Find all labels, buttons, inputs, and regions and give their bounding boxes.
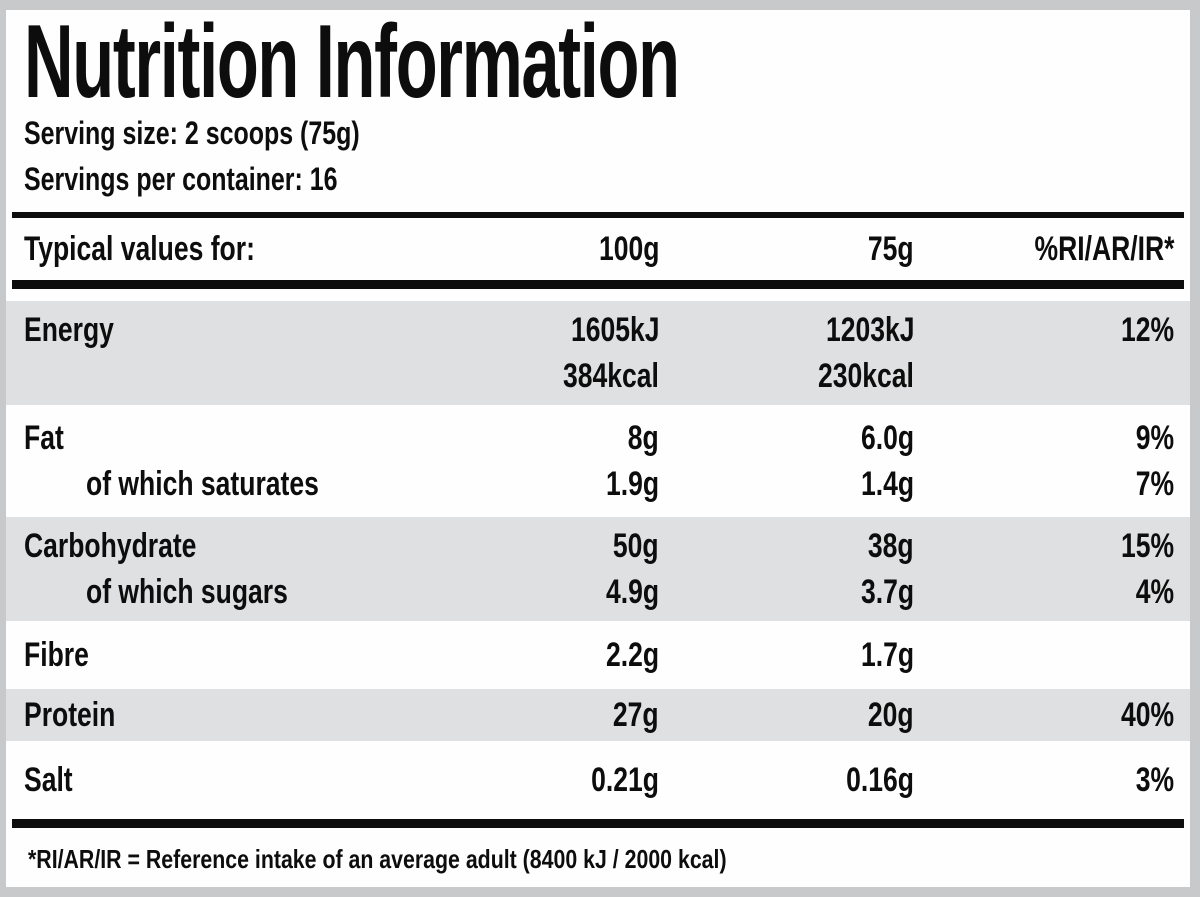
cell-ri: 12% [1120, 311, 1174, 349]
energy-75g-kcal: 230kcal [818, 357, 914, 395]
cell-ri [914, 632, 1174, 678]
serving-info: Serving size: 2 scoops (75g) Servings pe… [24, 110, 1190, 202]
cell-100g: 1605kJ 384kcal [449, 307, 659, 399]
cell-ri: 3% [1135, 761, 1174, 799]
energy-75g-kj: 1203kJ [825, 311, 914, 349]
cell-label: Carbohydrate [24, 527, 197, 565]
section-fibre: Fibre 2.2g 1.7g [6, 621, 1190, 689]
page-title-text: Nutrition Information [24, 10, 680, 120]
row-protein: Protein 27g 20g 40% [6, 692, 1190, 738]
page-title: Nutrition Information [24, 10, 1190, 120]
cell-100g: 4.9g [605, 573, 659, 611]
section-salt: Salt 0.21g 0.16g 3% [6, 741, 1190, 819]
reference-intake-footnote: *RI/AR/IR = Reference intake of an avera… [28, 844, 727, 874]
column-header-75g: 75g [868, 230, 914, 268]
cell-75g: 1.7g [860, 636, 914, 674]
cell-label: Salt [24, 761, 73, 799]
rule-below-header [12, 280, 1184, 289]
cell-ri: 15% [1120, 527, 1174, 565]
cell-75g: 6.0g [860, 419, 914, 457]
cell-100g: 1.9g [605, 465, 659, 503]
row-salt: Salt 0.21g 0.16g 3% [6, 757, 1190, 803]
cell-75g: 20g [868, 696, 914, 734]
cell-ri: 4% [1135, 573, 1174, 611]
table-header-row: Typical values for: 100g 75g %RI/AR/IR* [6, 218, 1190, 280]
row-fat: Fat 8g 6.0g 9% [6, 415, 1190, 461]
rule-above-header [12, 212, 1184, 218]
rule-above-footnote [12, 819, 1184, 828]
section-fat: Fat 8g 6.0g 9% of which saturates 1.9g 1… [6, 405, 1190, 517]
cell-75g: 1.4g [860, 465, 914, 503]
row-carbohydrate: Carbohydrate 50g 38g 15% [6, 523, 1190, 569]
cell-ri: 7% [1135, 465, 1174, 503]
cell-label: Protein [24, 696, 116, 734]
row-fibre: Fibre 2.2g 1.7g [6, 632, 1190, 678]
cell-ri: 9% [1135, 419, 1174, 457]
cell-100g: 8g [628, 419, 659, 457]
section-energy: Energy 1605kJ 384kcal 1203kJ 230kcal 12% [6, 301, 1190, 405]
column-header-100g: 100g [598, 230, 659, 268]
cell-75g: 1203kJ 230kcal [659, 307, 914, 399]
cell-100g: 2.2g [605, 636, 659, 674]
cell-label: Fat [24, 419, 64, 457]
row-energy: Energy 1605kJ 384kcal 1203kJ 230kcal 12% [6, 307, 1190, 399]
nutrition-panel: Nutrition Information Serving size: 2 sc… [6, 10, 1190, 887]
cell-100g: 50g [613, 527, 659, 565]
servings-per-container-line: Servings per container: 16 [24, 161, 338, 197]
cell-label: Energy [24, 311, 114, 349]
row-saturates: of which saturates 1.9g 1.4g 7% [6, 461, 1190, 507]
energy-100g-kj: 1605kJ [570, 311, 659, 349]
row-sugars: of which sugars 4.9g 3.7g 4% [6, 569, 1190, 615]
cell-100g: 27g [613, 696, 659, 734]
cell-100g: 0.21g [591, 761, 659, 799]
cell-label: Fibre [24, 636, 89, 674]
energy-100g-kcal: 384kcal [563, 357, 659, 395]
column-header-label: Typical values for: [24, 230, 255, 268]
cell-75g: 3.7g [860, 573, 914, 611]
column-header-ri: %RI/AR/IR* [1034, 230, 1174, 268]
section-protein: Protein 27g 20g 40% [6, 689, 1190, 741]
cell-75g: 0.16g [846, 761, 914, 799]
cell-75g: 38g [868, 527, 914, 565]
serving-size-line: Serving size: 2 scoops (75g) [24, 115, 360, 151]
cell-label: of which sugars [86, 573, 288, 611]
cell-label: of which saturates [86, 465, 319, 503]
cell-ri: 40% [1120, 696, 1174, 734]
section-carbohydrate: Carbohydrate 50g 38g 15% of which sugars… [6, 517, 1190, 621]
